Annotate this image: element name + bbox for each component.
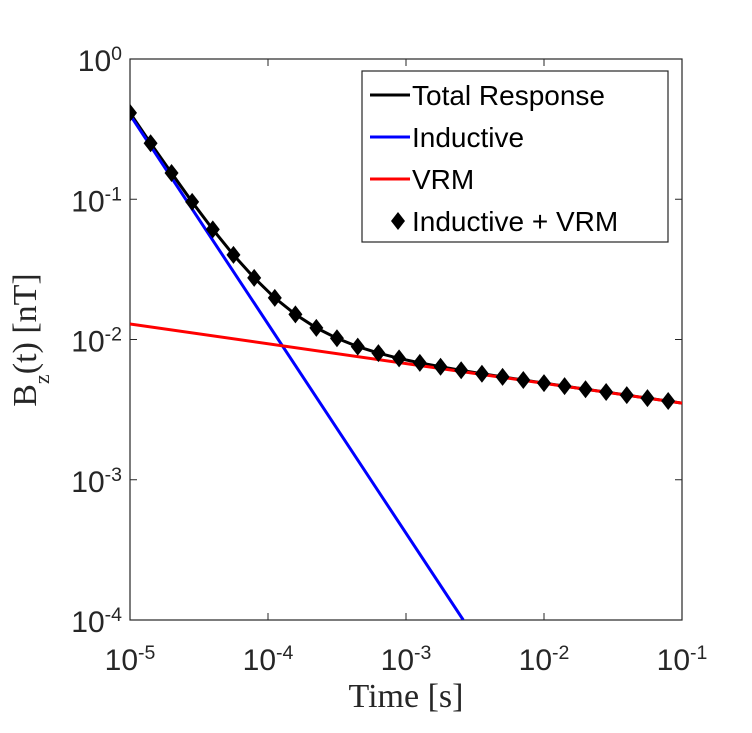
data-marker [599, 383, 614, 402]
x-tick-label: 10-1 [657, 642, 708, 677]
data-marker [350, 337, 365, 356]
data-marker [288, 305, 303, 324]
data-marker [130, 103, 137, 122]
data-marker [578, 380, 593, 399]
y-tick-label: 100 [78, 43, 122, 78]
x-tick-label: 10-5 [105, 642, 156, 677]
data-marker [392, 349, 407, 368]
y-tick-label: 10-1 [71, 183, 122, 218]
data-marker [495, 367, 510, 386]
legend-label: Inductive [412, 122, 524, 153]
legend-label: VRM [412, 164, 474, 195]
y-axis-label: Bz(t) [nT] [7, 273, 54, 407]
data-line [130, 113, 465, 620]
legend-label: Total Response [412, 80, 605, 111]
legend-label: Inductive + VRM [412, 206, 618, 237]
y-tick-label: 10-2 [71, 324, 122, 359]
data-marker [433, 357, 448, 376]
data-marker [537, 374, 551, 393]
legend-marker [391, 212, 405, 230]
x-axis-label: Time [s] [349, 678, 464, 715]
data-marker [454, 361, 469, 380]
y-tick-label: 10-3 [71, 464, 122, 499]
data-marker [329, 329, 344, 348]
data-marker [516, 371, 531, 390]
data-marker [412, 353, 427, 372]
data-marker [164, 163, 179, 182]
data-marker [226, 245, 241, 264]
data-marker [267, 288, 282, 307]
x-tick-label: 10-4 [243, 642, 294, 677]
data-marker [371, 344, 386, 363]
data-marker [557, 377, 572, 396]
x-tick-label: 10-2 [519, 642, 570, 677]
plot-area [130, 103, 682, 620]
data-marker [619, 386, 634, 405]
x-tick-label: 10-3 [381, 642, 432, 677]
data-marker [205, 220, 220, 239]
data-marker [247, 268, 262, 287]
data-marker [640, 389, 655, 408]
data-marker [185, 192, 200, 211]
data-marker [309, 318, 324, 337]
data-marker [143, 134, 158, 153]
y-tick-label: 10-4 [71, 604, 122, 639]
data-marker [474, 364, 489, 383]
legend-box [361, 70, 669, 243]
data-marker [661, 392, 676, 411]
